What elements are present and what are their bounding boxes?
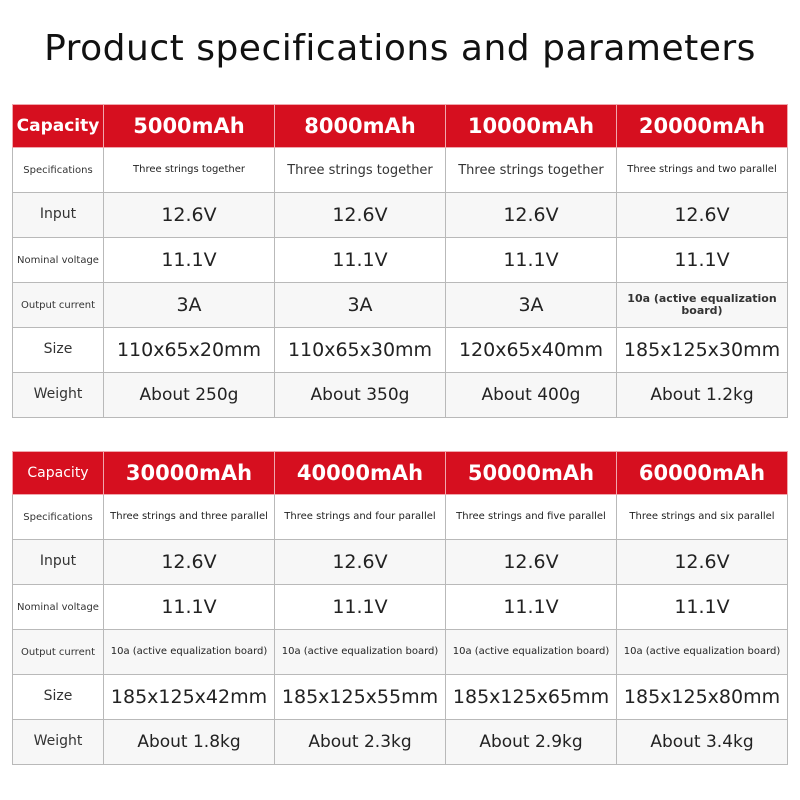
- spec-cell: 110x65x20mm: [103, 327, 275, 373]
- capacity-cell: 20000mAh: [616, 104, 788, 148]
- spec-cell: 12.6V: [616, 192, 788, 238]
- spec-cell: About 350g: [274, 372, 446, 418]
- capacity-cell: 10000mAh: [445, 104, 617, 148]
- size-row: Size 110x65x20mm 110x65x30mm 120x65x40mm…: [12, 327, 788, 373]
- capacity-cell: 50000mAh: [445, 451, 617, 495]
- capacity-cell: 5000mAh: [103, 104, 275, 148]
- spec-cell: 3A: [445, 282, 617, 328]
- page-title: Product specifications and parameters: [44, 28, 756, 69]
- spec-cell: 120x65x40mm: [445, 327, 617, 373]
- spec-cell: Three strings together: [445, 147, 617, 193]
- spec-cell: 10a (active equalization board): [445, 629, 617, 675]
- capacity-label: Capacity: [12, 451, 104, 495]
- spec-cell: 185x125x55mm: [274, 674, 446, 720]
- weight-row: Weight About 250g About 350g About 400g …: [12, 372, 788, 418]
- input-row: Input 12.6V 12.6V 12.6V 12.6V: [12, 539, 788, 585]
- spec-cell: Three strings together: [274, 147, 446, 193]
- spec-cell: 10a (active equalization board): [616, 282, 788, 328]
- spec-cell: 12.6V: [103, 539, 275, 585]
- spec-cell: 185x125x30mm: [616, 327, 788, 373]
- spec-cell: Three strings and two parallel: [616, 147, 788, 193]
- spec-cell: 185x125x65mm: [445, 674, 617, 720]
- spec-cell: 12.6V: [445, 539, 617, 585]
- nominal-voltage-row: Nominal voltage 11.1V 11.1V 11.1V 11.1V: [12, 584, 788, 630]
- row-label: Specifications: [12, 494, 104, 540]
- capacity-cell: 30000mAh: [103, 451, 275, 495]
- spec-table-2: Capacity 30000mAh 40000mAh 50000mAh 6000…: [12, 451, 788, 765]
- row-label: Output current: [12, 629, 104, 675]
- row-label: Weight: [12, 719, 104, 765]
- spec-cell: 185x125x80mm: [616, 674, 788, 720]
- nominal-voltage-row: Nominal voltage 11.1V 11.1V 11.1V 11.1V: [12, 237, 788, 283]
- capacity-header-row: Capacity 5000mAh 8000mAh 10000mAh 20000m…: [12, 104, 788, 148]
- spec-cell: 110x65x30mm: [274, 327, 446, 373]
- weight-row: Weight About 1.8kg About 2.3kg About 2.9…: [12, 719, 788, 765]
- spec-cell: 12.6V: [103, 192, 275, 238]
- input-row: Input 12.6V 12.6V 12.6V 12.6V: [12, 192, 788, 238]
- spec-cell: 11.1V: [445, 584, 617, 630]
- spec-cell: 12.6V: [274, 192, 446, 238]
- spec-cell: About 400g: [445, 372, 617, 418]
- output-current-row: Output current 3A 3A 3A 10a (active equa…: [12, 282, 788, 328]
- row-label: Input: [12, 192, 104, 238]
- spec-cell: Three strings and three parallel: [103, 494, 275, 540]
- spec-cell: About 2.9kg: [445, 719, 617, 765]
- spec-cell: 12.6V: [445, 192, 617, 238]
- capacity-cell: 8000mAh: [274, 104, 446, 148]
- spec-cell: About 2.3kg: [274, 719, 446, 765]
- spec-cell: 10a (active equalization board): [616, 629, 788, 675]
- spec-cell: 12.6V: [616, 539, 788, 585]
- spec-cell: 10a (active equalization board): [274, 629, 446, 675]
- spec-cell: About 250g: [103, 372, 275, 418]
- spec-cell: Three strings and five parallel: [445, 494, 617, 540]
- output-current-row: Output current 10a (active equalization …: [12, 629, 788, 675]
- capacity-cell: 40000mAh: [274, 451, 446, 495]
- row-label: Nominal voltage: [12, 584, 104, 630]
- spec-cell: 11.1V: [445, 237, 617, 283]
- spec-cell: 12.6V: [274, 539, 446, 585]
- spec-cell: 3A: [103, 282, 275, 328]
- spec-cell: 11.1V: [616, 237, 788, 283]
- spec-cell: About 1.2kg: [616, 372, 788, 418]
- row-label: Specifications: [12, 147, 104, 193]
- spec-cell: Three strings together: [103, 147, 275, 193]
- capacity-label: Capacity: [12, 104, 104, 148]
- specifications-row: Specifications Three strings together Th…: [12, 147, 788, 193]
- spec-cell: Three strings and four parallel: [274, 494, 446, 540]
- spec-cell: 11.1V: [103, 584, 275, 630]
- row-label: Output current: [12, 282, 104, 328]
- spec-table-1: Capacity 5000mAh 8000mAh 10000mAh 20000m…: [12, 104, 788, 418]
- spec-cell: About 3.4kg: [616, 719, 788, 765]
- spec-cell: 185x125x42mm: [103, 674, 275, 720]
- size-row: Size 185x125x42mm 185x125x55mm 185x125x6…: [12, 674, 788, 720]
- spec-cell: 11.1V: [103, 237, 275, 283]
- row-label: Weight: [12, 372, 104, 418]
- spec-cell: About 1.8kg: [103, 719, 275, 765]
- specifications-row: Specifications Three strings and three p…: [12, 494, 788, 540]
- spec-cell: 11.1V: [616, 584, 788, 630]
- spec-cell: 3A: [274, 282, 446, 328]
- spec-cell: Three strings and six parallel: [616, 494, 788, 540]
- row-label: Nominal voltage: [12, 237, 104, 283]
- row-label: Size: [12, 674, 104, 720]
- spec-cell: 10a (active equalization board): [103, 629, 275, 675]
- spec-cell: 11.1V: [274, 584, 446, 630]
- row-label: Size: [12, 327, 104, 373]
- capacity-header-row: Capacity 30000mAh 40000mAh 50000mAh 6000…: [12, 451, 788, 495]
- row-label: Input: [12, 539, 104, 585]
- spec-cell: 11.1V: [274, 237, 446, 283]
- capacity-cell: 60000mAh: [616, 451, 788, 495]
